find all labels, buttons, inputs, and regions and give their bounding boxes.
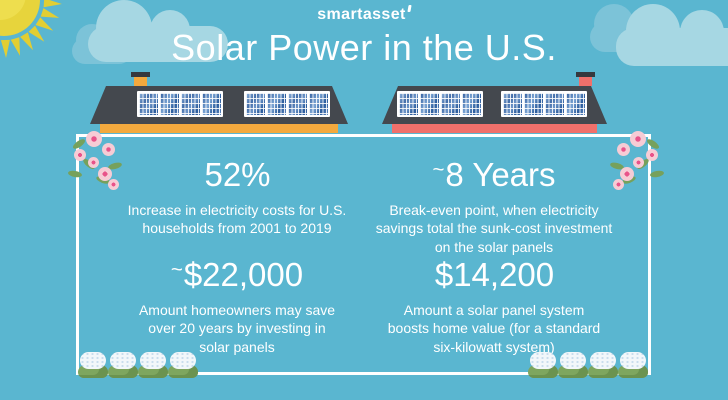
stats-box: 52% Increase in electricity costs for U.… [76, 134, 651, 375]
solar-panel [462, 93, 481, 115]
solar-panel [202, 93, 221, 115]
stat-description: Amount a solar panel system boosts home … [387, 301, 601, 355]
chimney-cap [576, 72, 595, 77]
chimney [576, 72, 595, 86]
solar-panel-group [397, 91, 483, 117]
solar-panel [288, 93, 307, 115]
page-title: Solar Power in the U.S. [171, 26, 557, 68]
leaf-icon [649, 169, 665, 179]
chimney-stem [134, 77, 147, 86]
solar-panel [545, 93, 564, 115]
bush-icon [108, 352, 138, 378]
solar-panel [503, 93, 522, 115]
solar-panel [181, 93, 200, 115]
solar-panel [246, 93, 265, 115]
stat-description: Increase in electricity costs for U.S. h… [127, 201, 347, 237]
bush-row-bottom-right [528, 352, 648, 378]
bush-icon [558, 352, 588, 378]
logo-trademark-tick [407, 5, 412, 12]
stat-prefix: ~ [170, 257, 183, 281]
solar-panel [399, 93, 418, 115]
flower-icon [630, 131, 646, 147]
bush-icon [588, 352, 618, 378]
solar-panel-group [137, 91, 223, 117]
leaf-icon [67, 169, 83, 179]
house-fascia [392, 124, 597, 133]
stat-break-even-point: ~8 Years Break-even point, when electric… [344, 156, 644, 256]
smartasset-logo-text: smartasset [317, 6, 406, 23]
solar-panel [566, 93, 585, 115]
stat-description: Amount homeowners may save over 20 years… [138, 301, 336, 355]
flower-icon [86, 131, 102, 147]
solar-panel [524, 93, 543, 115]
stat-number: 8 Years [445, 156, 556, 193]
header: smartasset Solar Power in the U.S. [0, 5, 728, 68]
house-fascia [100, 124, 338, 133]
stat-prefix: ~ [432, 157, 445, 181]
stat-value: 52% [87, 156, 387, 194]
solar-panel [309, 93, 328, 115]
flower-icon [646, 149, 658, 161]
solar-panel-group [501, 91, 587, 117]
bush-row-bottom-left [78, 352, 198, 378]
stat-home-value-boost: $14,200 Amount a solar panel system boos… [344, 256, 644, 356]
house-left [90, 72, 348, 134]
sun-icon [0, 0, 62, 58]
flower-icon [74, 149, 86, 161]
stat-number: 52% [204, 156, 271, 193]
bush-icon [168, 352, 198, 378]
solar-panel [160, 93, 179, 115]
bush-icon [78, 352, 108, 378]
cloud-icon [616, 4, 728, 66]
solar-panel [441, 93, 460, 115]
flower-icon [88, 157, 99, 168]
chimney-stem [579, 77, 592, 86]
stat-number: $22,000 [183, 256, 304, 293]
flower-icon [102, 143, 115, 156]
stat-value: $14,200 [344, 256, 644, 294]
stat-value: ~8 Years [344, 156, 644, 194]
chimney-cap [131, 72, 150, 77]
smartasset-logo: smartasset [0, 5, 728, 24]
bush-icon [138, 352, 168, 378]
cloud-icon [88, 0, 228, 62]
flower-icon [633, 157, 644, 168]
chimney [131, 72, 150, 86]
stat-value: ~$22,000 [87, 256, 387, 294]
solar-panel-group [244, 91, 330, 117]
bush-icon [528, 352, 558, 378]
flower-icon [620, 167, 634, 181]
stat-number: $14,200 [434, 256, 555, 293]
flower-cluster-top-left [67, 131, 126, 193]
flower-icon [613, 179, 624, 190]
solar-panel [267, 93, 286, 115]
solar-panel [139, 93, 158, 115]
flower-cluster-top-right [606, 131, 665, 193]
stat-homeowner-savings: ~$22,000 Amount homeowners may save over… [87, 256, 387, 356]
stat-description: Break-even point, when electricity savin… [375, 201, 613, 255]
flower-icon [98, 167, 112, 181]
house-right [382, 72, 607, 134]
stat-electricity-cost-increase: 52% Increase in electricity costs for U.… [87, 156, 387, 238]
solar-panel [420, 93, 439, 115]
bush-icon [618, 352, 648, 378]
flower-icon [108, 179, 119, 190]
flower-icon [617, 143, 630, 156]
